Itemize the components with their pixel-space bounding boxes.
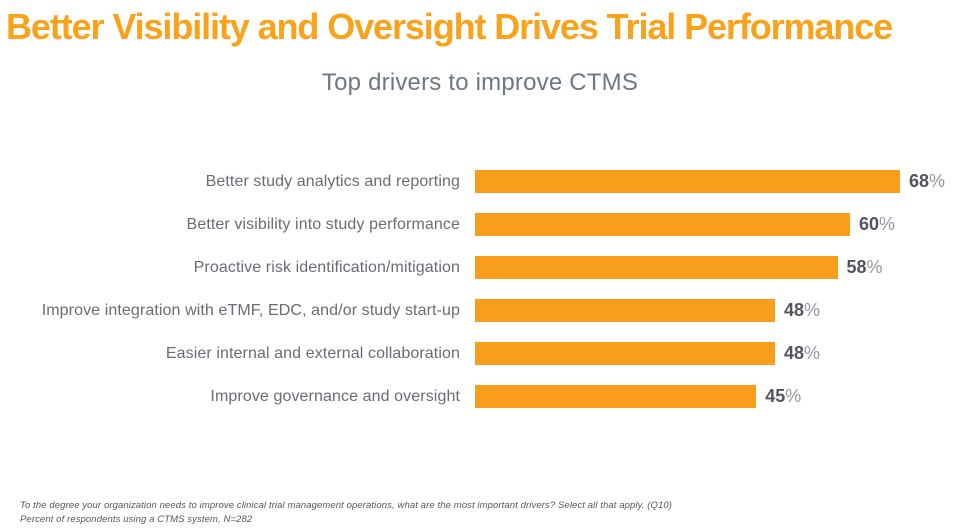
value-number: 60 xyxy=(859,214,880,234)
bar xyxy=(475,213,850,236)
bar-track: 68% xyxy=(475,170,960,193)
bar xyxy=(475,299,775,322)
percent-sign: % xyxy=(879,214,896,234)
value-number: 48 xyxy=(784,343,805,363)
bar-row: Improve integration with eTMF, EDC, and/… xyxy=(0,299,960,322)
bar xyxy=(475,342,775,365)
category-label: Better study analytics and reporting xyxy=(205,172,460,190)
value-label: 60% xyxy=(859,214,895,235)
footnote-line-1: To the degree your organization needs to… xyxy=(20,500,673,511)
category-label: Improve integration with eTMF, EDC, and/… xyxy=(41,301,460,319)
value-label: 48% xyxy=(784,300,820,321)
bar-row: Better visibility into study performance… xyxy=(0,213,960,236)
bar xyxy=(475,256,838,279)
percent-sign: % xyxy=(804,300,821,320)
category-label: Better visibility into study performance xyxy=(186,215,460,233)
bar-track: 58% xyxy=(475,256,960,279)
bar-track: 48% xyxy=(475,299,960,322)
value-label: 68% xyxy=(909,171,945,192)
value-label: 45% xyxy=(765,386,801,407)
chart-title: Top drivers to improve CTMS xyxy=(321,69,639,96)
bar-chart: Better study analytics and reporting 68% B… xyxy=(0,170,960,428)
category-label: Proactive risk identification/mitigation xyxy=(193,258,460,276)
category-label: Easier internal and external collaborati… xyxy=(165,344,460,362)
value-number: 48 xyxy=(784,300,805,320)
bar-row: Easier internal and external collaborati… xyxy=(0,342,960,365)
value-number: 58 xyxy=(846,257,867,277)
bar-track: 48% xyxy=(475,342,960,365)
value-label: 58% xyxy=(847,257,883,278)
bar xyxy=(475,385,757,408)
value-number: 45 xyxy=(765,386,786,406)
bar-track: 45% xyxy=(475,385,960,408)
value-label: 48% xyxy=(784,343,820,364)
value-number: 68 xyxy=(909,171,930,191)
bar-row: Proactive risk identification/mitigation… xyxy=(0,256,960,279)
slide-title: Better Visibility and Oversight Drives T… xyxy=(6,6,893,47)
footnote: To the degree your organization needs to… xyxy=(20,499,940,526)
percent-sign: % xyxy=(804,343,821,363)
footnote-line-2: Percent of respondents using a CTMS syst… xyxy=(20,513,253,525)
bar-track: 60% xyxy=(475,213,960,236)
bar-row: Better study analytics and reporting 68% xyxy=(0,170,960,193)
percent-sign: % xyxy=(866,257,883,277)
bar-row: Improve governance and oversight 45% xyxy=(0,385,960,408)
category-label: Improve governance and oversight xyxy=(210,387,460,405)
bar xyxy=(475,170,900,193)
percent-sign: % xyxy=(929,171,946,191)
percent-sign: % xyxy=(785,386,802,406)
